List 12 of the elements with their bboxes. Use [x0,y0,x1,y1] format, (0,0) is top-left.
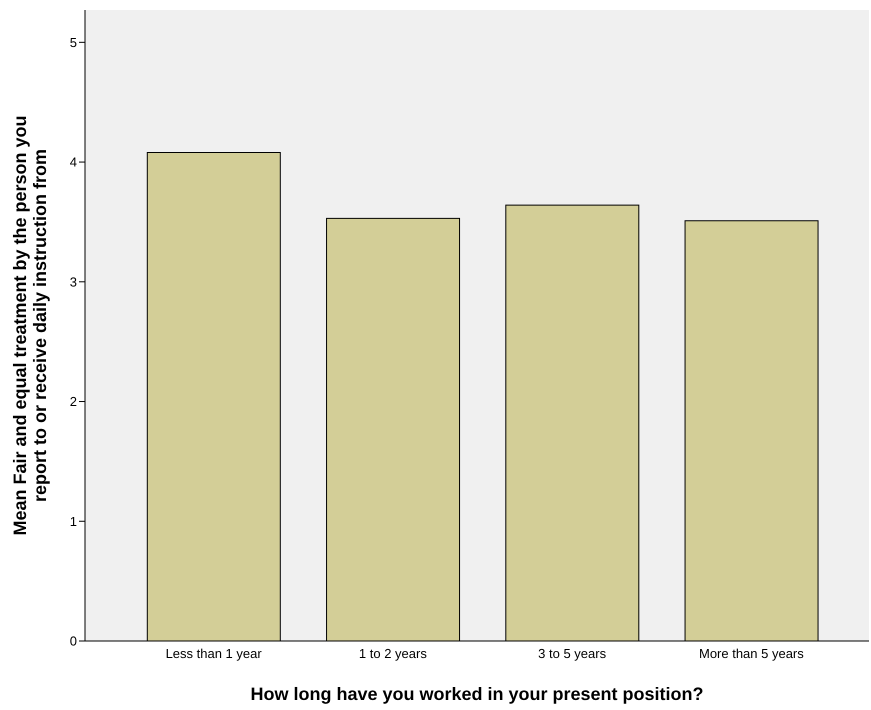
y-tick-label: 5 [70,34,77,50]
y-tick-label: 1 [70,514,77,529]
y-axis-title: Mean Fair and equal treatment by the person you report to or receive daily instruction from [10,115,50,536]
y-tick-label: 2 [70,394,77,410]
y-tick-label: 3 [70,274,77,290]
x-tick-label: 1 to 2 years [358,646,428,662]
x-axis-title: How long have you worked in your present position? [250,684,704,704]
y-tick-label: 0 [70,634,77,649]
x-tick-label: 3 to 5 years [538,646,607,662]
x-tick-label: Less than 1 year [166,646,262,662]
x-tick-label: More than 5 years [698,646,804,662]
y-tick-label: 4 [70,154,77,170]
